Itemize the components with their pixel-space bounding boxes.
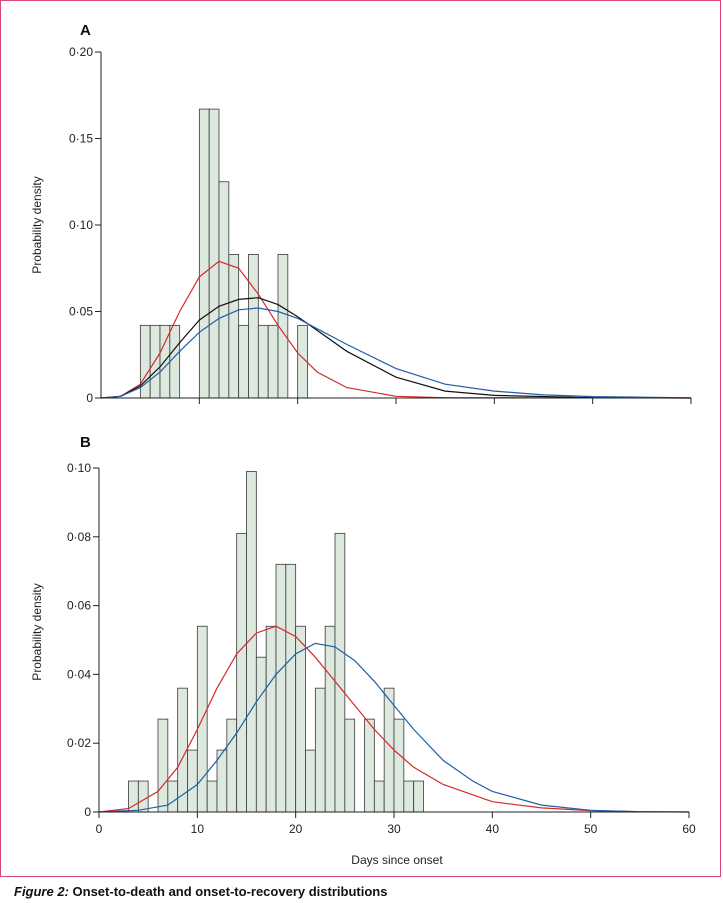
histogram-bar	[277, 254, 289, 399]
density-curve-blue	[100, 307, 692, 399]
y-tick-label: 0·04	[67, 667, 91, 681]
histogram-bar	[403, 780, 415, 813]
y-tick-label: 0·10	[69, 218, 93, 232]
x-tick-label: 10	[191, 822, 205, 836]
y-axis-title: Probability density	[30, 583, 44, 680]
density-curve-black	[100, 297, 692, 399]
y-tick-label: 0	[86, 391, 93, 405]
density-curve-red	[98, 625, 690, 813]
figure-frame	[0, 0, 721, 877]
histogram-bar	[265, 625, 277, 813]
histogram-bar	[218, 181, 230, 399]
x-tick-label: 60	[682, 822, 696, 836]
histogram-bar	[169, 324, 181, 399]
caption-label: Figure 2:	[14, 884, 69, 899]
histogram-bar	[275, 563, 287, 813]
histogram-bar	[157, 718, 169, 813]
histogram-bar	[267, 324, 279, 399]
density-curve-red	[100, 260, 692, 399]
histogram-bar	[238, 324, 249, 399]
histogram-bar	[305, 749, 316, 813]
histogram-bar	[344, 718, 356, 813]
y-tick-label: 0·20	[69, 45, 93, 59]
histogram-bar	[314, 687, 326, 813]
histogram-bar	[228, 254, 240, 399]
histogram-bar	[324, 625, 336, 813]
y-tick-label: 0·02	[67, 736, 91, 750]
density-curve-blue	[98, 642, 690, 813]
histogram-bar	[334, 532, 346, 813]
chart-panel-b: 0 0·02 0·04 0·06 0·08 0·10 0 10 20 30 40 50 60 Probab…	[30, 461, 696, 867]
y-tick-label: 0·08	[67, 530, 91, 544]
y-tick-label: 0·10	[67, 461, 91, 475]
chart-panel-a: 0 0·05 0·10 0·15 0·20 Probability density	[30, 45, 692, 405]
histogram-bar	[198, 108, 210, 399]
figure-svg: A B 0 0·05 0·10 0·15 0·20 Probability density…	[30, 22, 696, 867]
histogram-bar	[257, 324, 269, 399]
x-tick-label: 40	[486, 822, 500, 836]
panel-label-a: A	[80, 22, 91, 39]
histogram-bar	[137, 780, 149, 813]
histogram-bar	[413, 780, 424, 813]
histogram-bar	[206, 780, 218, 813]
histogram-bar	[393, 718, 405, 813]
histogram-bar	[364, 718, 375, 813]
y-tick-label: 0·05	[69, 305, 93, 319]
x-axis-title: Days since onset	[351, 853, 443, 867]
caption-text: Onset-to-death and onset-to-recovery dis…	[68, 884, 388, 899]
histogram-bar	[383, 687, 395, 813]
y-axis-title: Probability density	[30, 176, 44, 273]
x-tick-label: 50	[584, 822, 598, 836]
y-tick-label: 0	[84, 805, 91, 819]
histogram-bar	[255, 656, 267, 813]
histogram-bar	[226, 718, 238, 813]
histogram-bar	[187, 749, 198, 813]
x-tick-label: 0	[96, 822, 103, 836]
panel-label-b: B	[80, 434, 91, 451]
histogram-bar	[285, 563, 297, 813]
y-tick-label: 0·06	[67, 599, 91, 613]
figure-caption: Figure 2: Onset-to-death and onset-to-re…	[14, 884, 387, 899]
histogram-bar	[236, 532, 247, 813]
histogram-bar	[167, 780, 179, 813]
x-tick-label: 30	[387, 822, 401, 836]
histogram-bar	[295, 625, 306, 813]
histogram-bar	[373, 780, 385, 813]
y-tick-label: 0·15	[69, 132, 93, 146]
histogram-bar	[248, 254, 259, 399]
histogram-bar	[208, 108, 220, 399]
x-tick-label: 20	[289, 822, 303, 836]
